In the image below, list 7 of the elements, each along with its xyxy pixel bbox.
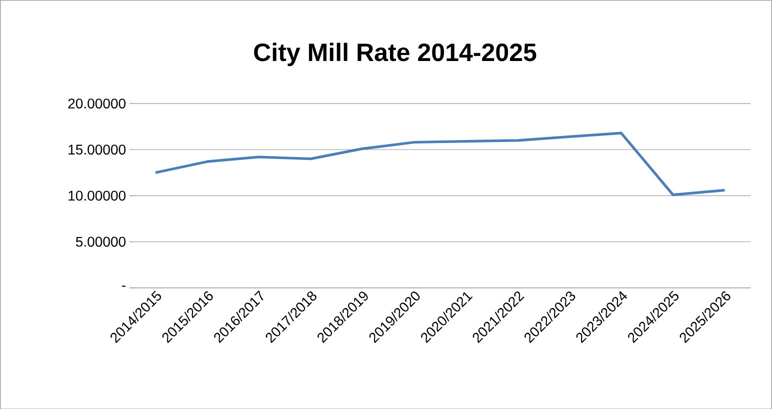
y-tick-label: 15.00000 (68, 144, 126, 154)
y-tick-label: 10.00000 (68, 190, 126, 200)
y-tick-label: 20.00000 (68, 98, 126, 108)
line-series (154, 132, 726, 196)
y-tick-label: 5.00000 (76, 236, 126, 247)
y-tick-label: - (122, 285, 126, 287)
chart-title: City Mill Rate 2014-2025 (254, 42, 536, 66)
